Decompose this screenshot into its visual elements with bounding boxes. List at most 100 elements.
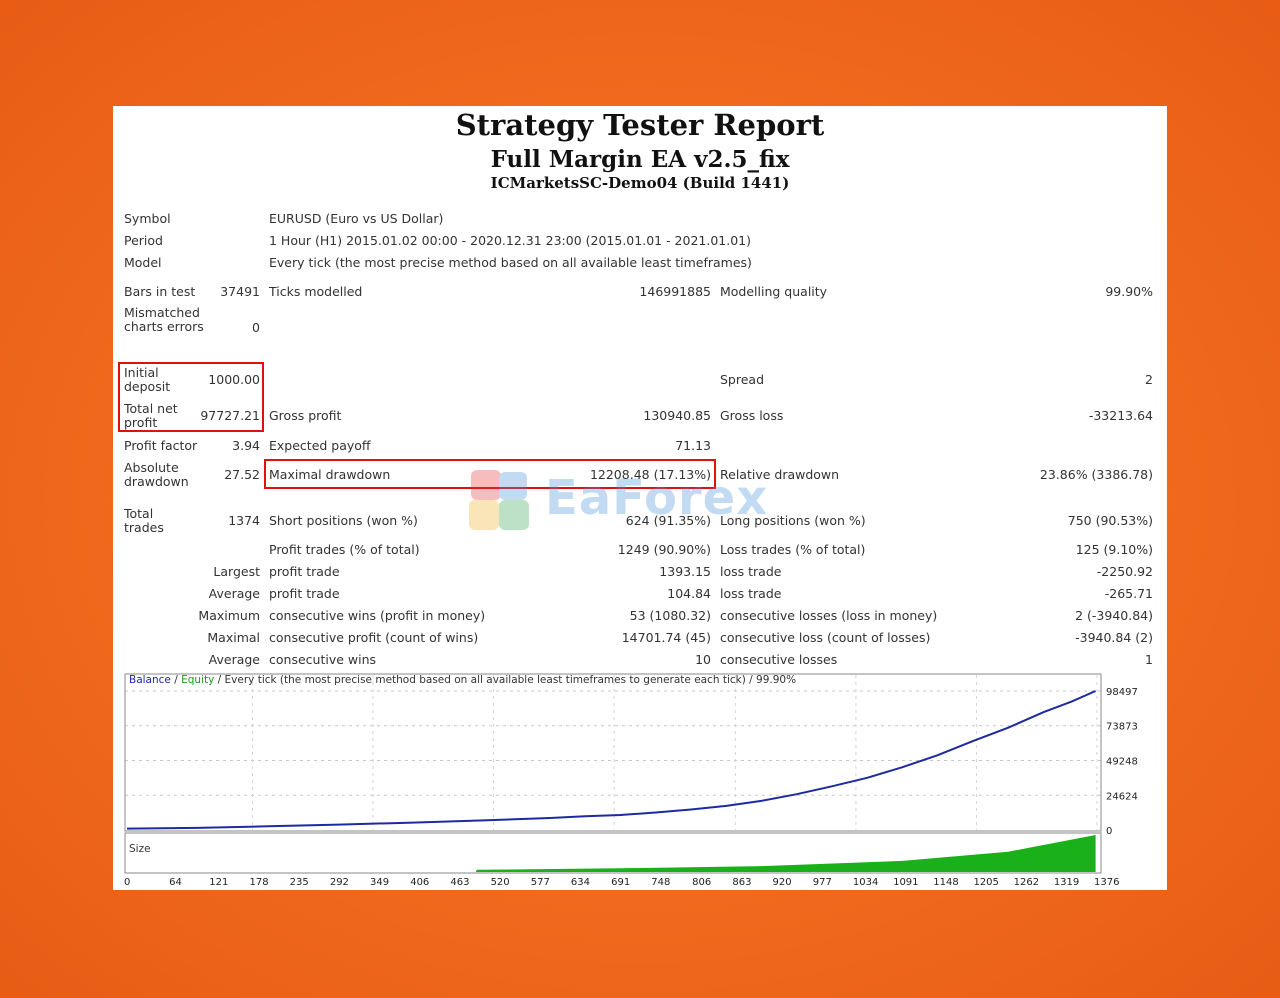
avg-consecutive-losses-label: consecutive losses (720, 652, 838, 667)
average-loss-value: -265.71 (1104, 586, 1153, 601)
bars-label: Bars in test (124, 284, 196, 299)
size-label: Size (129, 843, 151, 855)
period-label: Period (124, 233, 163, 248)
net-profit-label: Total net profit (124, 401, 178, 430)
watermark-text: EaForex (545, 470, 769, 526)
x-tick-label: 235 (290, 877, 309, 888)
quality-label: Modelling quality (720, 284, 828, 299)
server-name: ICMarketsSC-Demo04 (Build 1441) (490, 174, 790, 192)
x-tick-label: 1034 (853, 877, 878, 888)
chart-legend: Balance / Equity / Every tick (the most … (129, 674, 796, 686)
largest-loss-value: -2250.92 (1096, 564, 1153, 579)
legend-description: / Every tick (the most precise method ba… (214, 674, 797, 686)
mismatched-value: 0 (252, 320, 260, 335)
average-loss-label: loss trade (720, 586, 782, 601)
x-tick-label: 748 (651, 877, 670, 888)
loss-trades-value: 125 (9.10%) (1075, 542, 1153, 557)
profit-factor-label: Profit factor (124, 438, 198, 453)
balance-plot-frame (124, 673, 1102, 832)
report-page: Strategy Tester Report Full Margin EA v2… (113, 106, 1167, 890)
relative-drawdown-value: 23.86% (3386.78) (1039, 467, 1153, 482)
legend-separator: / (170, 674, 182, 686)
x-tick-label: 64 (169, 877, 182, 888)
gross-loss-label: Gross loss (720, 408, 784, 423)
initial-label: Initial deposit (124, 365, 171, 394)
expected-payoff-label: Expected payoff (269, 438, 371, 453)
balance-line (126, 690, 1097, 830)
y-tick-label: 73873 (1106, 722, 1138, 733)
max-drawdown-highlight (264, 459, 716, 489)
mismatched-label: Mismatched charts errors (124, 305, 204, 334)
avg-consecutive-losses-value: 1 (1145, 652, 1153, 667)
x-tick-label: 806 (692, 877, 711, 888)
period-value: 1 Hour (H1) 2015.01.02 00:00 - 2020.12.3… (269, 233, 752, 248)
y-tick-label: 24624 (1106, 791, 1138, 802)
x-tick-label: 1091 (893, 877, 918, 888)
x-tick-label: 1319 (1054, 877, 1079, 888)
max-consecutive-losses-label: consecutive losses (loss in money) (720, 608, 938, 623)
gross-profit-label: Gross profit (269, 408, 342, 423)
max-consecutive-losses-value: 2 (-3940.84) (1075, 608, 1153, 623)
y-tick-label: 49248 (1106, 757, 1138, 768)
spread-value: 2 (1145, 372, 1153, 387)
x-tick-label: 520 (491, 877, 510, 888)
balance-chart: 0 24624 49248 73873 98497 0 64 121 178 235 292 349… (124, 673, 1162, 888)
initial-value: 1000.00 (208, 372, 260, 387)
ticks-value: 146991885 (639, 284, 711, 299)
profit-trades-value: 1249 (90.90%) (617, 542, 711, 557)
x-tick-label: 1262 (1014, 877, 1039, 888)
legend-equity: Equity (181, 674, 215, 686)
absolute-drawdown-value: 27.52 (224, 467, 260, 482)
average-profit-label: profit trade (269, 586, 340, 601)
short-positions-label: Short positions (won %) (269, 513, 418, 528)
x-tick-label: 1376 (1094, 877, 1119, 888)
ea-name: Full Margin EA v2.5_fix (490, 146, 790, 173)
ticks-label: Ticks modelled (269, 284, 363, 299)
x-tick-label: 863 (732, 877, 751, 888)
maximum-label: Maximum (198, 608, 260, 623)
average-label: Average (208, 586, 260, 601)
net-profit-value: 97727.21 (200, 408, 260, 423)
maximal-consecutive-loss-value: -3940.84 (2) (1075, 630, 1153, 645)
balance-chart-svg: 0 24624 49248 73873 98497 0 64 121 178 235 292 349… (124, 673, 1138, 888)
gross-loss-value: -33213.64 (1088, 408, 1153, 423)
x-tick-label: 920 (773, 877, 792, 888)
model-label: Model (124, 255, 162, 270)
eaforex-logo-icon (469, 470, 529, 530)
x-tick-label: 292 (330, 877, 349, 888)
maximal-drawdown-value: 12208.48 (17.13%) (589, 467, 711, 482)
absolute-drawdown-label: Absolute drawdown (124, 460, 189, 489)
bars-value: 37491 (220, 284, 260, 299)
maximal-label: Maximal (207, 630, 260, 645)
loss-trades-label: Loss trades (% of total) (720, 542, 866, 557)
x-tick-label: 121 (209, 877, 228, 888)
eaforex-watermark: EaForex (461, 462, 781, 542)
maximal-consecutive-profit-value: 14701.74 (45) (621, 630, 711, 645)
quality-value: 99.90% (1105, 284, 1153, 299)
average-consecutive-label: Average (208, 652, 260, 667)
expected-payoff-value: 71.13 (675, 438, 711, 453)
long-positions-label: Long positions (won %) (720, 513, 866, 528)
relative-drawdown-label: Relative drawdown (720, 467, 840, 482)
x-tick-label: 1148 (933, 877, 958, 888)
x-tick-label: 349 (370, 877, 389, 888)
x-tick-label: 463 (450, 877, 469, 888)
legend-balance: Balance (129, 674, 171, 686)
avg-consecutive-wins-value: 10 (695, 652, 711, 667)
symbol-value: EURUSD (Euro vs US Dollar) (269, 211, 444, 226)
x-tick-label: 1205 (973, 877, 998, 888)
x-tick-label: 0 (124, 877, 130, 888)
x-tick-label: 634 (571, 877, 590, 888)
model-value: Every tick (the most precise method base… (269, 255, 752, 270)
symbol-label: Symbol (124, 211, 171, 226)
largest-loss-label: loss trade (720, 564, 782, 579)
largest-profit-value: 1393.15 (659, 564, 711, 579)
profit-factor-value: 3.94 (232, 438, 260, 453)
gross-profit-value: 130940.85 (643, 408, 711, 423)
total-trades-label: Total trades (124, 506, 164, 535)
avg-consecutive-wins-label: consecutive wins (269, 652, 377, 667)
max-consecutive-wins-label: consecutive wins (profit in money) (269, 608, 486, 623)
maximal-drawdown-label: Maximal drawdown (269, 467, 391, 482)
total-trades-value: 1374 (228, 513, 260, 528)
maximal-consecutive-profit-label: consecutive profit (count of wins) (269, 630, 479, 645)
